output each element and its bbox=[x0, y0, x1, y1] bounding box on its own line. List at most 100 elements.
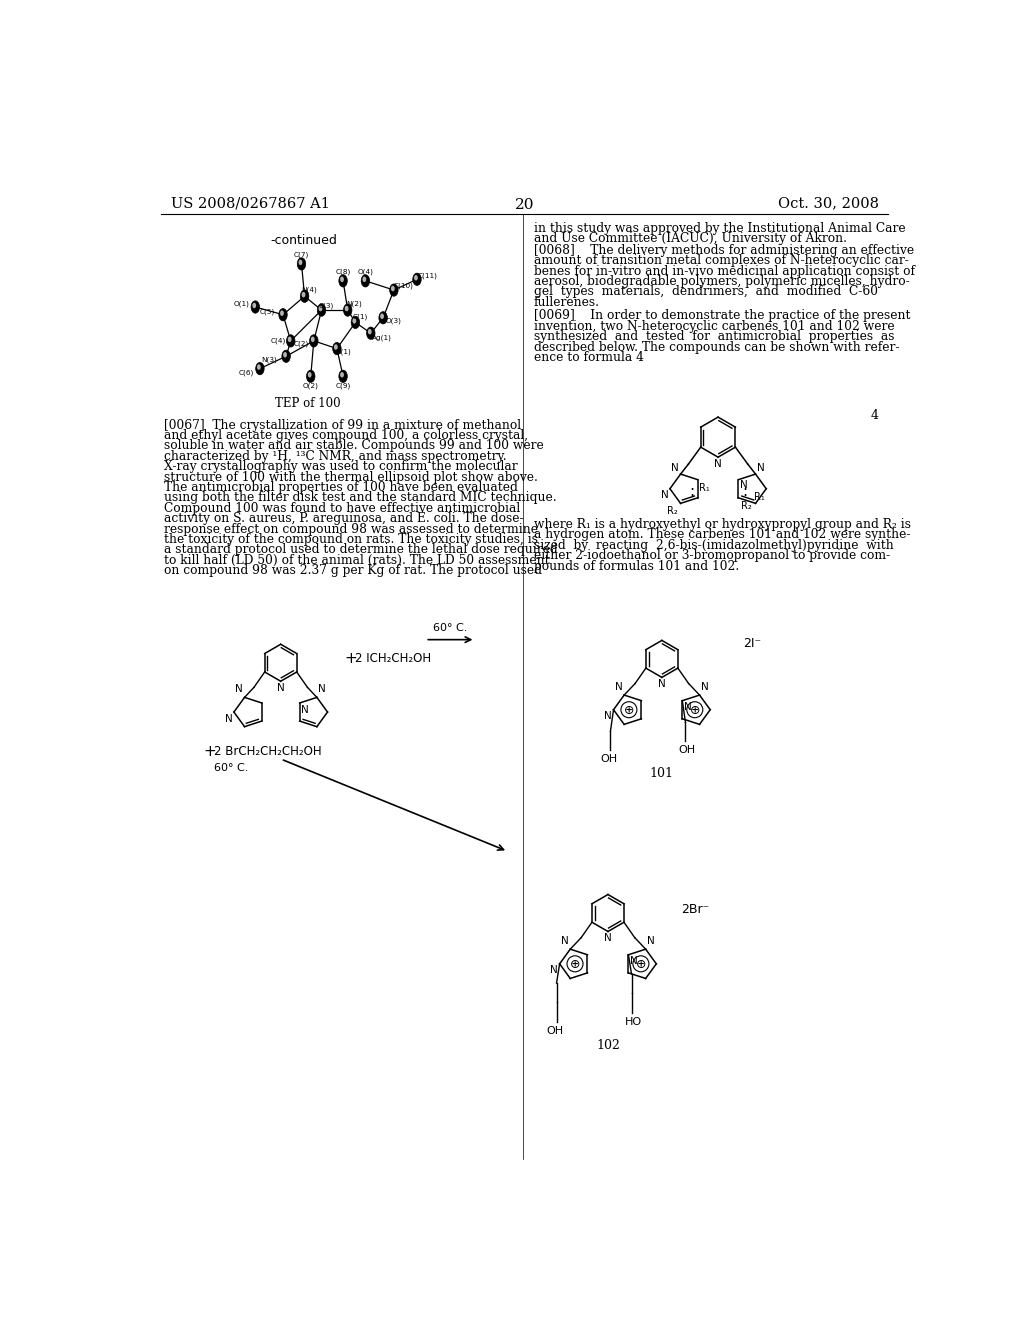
Text: gel  types  materials,  dendrimers,  and  modified  C-60: gel types materials, dendrimers, and mod… bbox=[535, 285, 878, 298]
Text: C(8): C(8) bbox=[336, 268, 350, 275]
Ellipse shape bbox=[339, 275, 347, 286]
Text: +: + bbox=[344, 651, 357, 667]
Ellipse shape bbox=[282, 350, 291, 363]
Ellipse shape bbox=[279, 309, 288, 321]
Text: N: N bbox=[614, 682, 623, 692]
Text: using both the filter disk test and the standard MIC technique.: using both the filter disk test and the … bbox=[165, 491, 557, 504]
Text: C(2): C(2) bbox=[294, 341, 309, 347]
Text: N: N bbox=[604, 933, 611, 942]
Text: to kill half (LD 50) of the animal (rats). The LD 50 assessment: to kill half (LD 50) of the animal (rats… bbox=[165, 554, 550, 566]
Text: sized  by  reacting  2,6-bis-(imidazolmethyl)pyridine  with: sized by reacting 2,6-bis-(imidazolmethy… bbox=[535, 539, 894, 552]
Text: 4: 4 bbox=[871, 409, 879, 421]
Ellipse shape bbox=[280, 310, 284, 315]
Text: N: N bbox=[701, 682, 709, 692]
Text: N: N bbox=[658, 678, 666, 689]
Text: pounds of formulas 101 and 102.: pounds of formulas 101 and 102. bbox=[535, 560, 739, 573]
Ellipse shape bbox=[311, 337, 314, 342]
Ellipse shape bbox=[345, 306, 348, 312]
Text: :: : bbox=[742, 484, 748, 499]
Text: O(3): O(3) bbox=[386, 318, 401, 325]
Text: ⊕: ⊕ bbox=[569, 958, 581, 972]
Text: +: + bbox=[204, 743, 216, 759]
Ellipse shape bbox=[367, 327, 375, 339]
Text: Oct. 30, 2008: Oct. 30, 2008 bbox=[778, 197, 879, 210]
Text: N: N bbox=[660, 490, 669, 499]
Ellipse shape bbox=[391, 285, 394, 292]
Text: N: N bbox=[236, 684, 243, 694]
Text: HO: HO bbox=[625, 1018, 642, 1027]
Ellipse shape bbox=[413, 273, 421, 285]
Ellipse shape bbox=[299, 260, 302, 265]
Text: R₁: R₁ bbox=[754, 492, 765, 502]
Text: [0067]  The crystallization of 99 in a mixture of methanol: [0067] The crystallization of 99 in a mi… bbox=[165, 418, 521, 432]
Text: N: N bbox=[714, 459, 722, 469]
Text: N: N bbox=[740, 480, 748, 491]
Ellipse shape bbox=[306, 370, 315, 383]
Text: Compound 100 was found to have effective antimicrobial: Compound 100 was found to have effective… bbox=[165, 502, 520, 515]
Text: a standard protocol used to determine the lethal dose required: a standard protocol used to determine th… bbox=[165, 544, 558, 557]
Text: OH: OH bbox=[547, 1026, 563, 1036]
Text: N(2): N(2) bbox=[346, 301, 361, 308]
Ellipse shape bbox=[257, 364, 261, 370]
Ellipse shape bbox=[339, 370, 347, 383]
Ellipse shape bbox=[334, 345, 338, 350]
Ellipse shape bbox=[340, 372, 344, 378]
Text: C(10): C(10) bbox=[393, 282, 413, 289]
Ellipse shape bbox=[251, 301, 259, 313]
Text: benes for in-vitro and in-vivo medicinal application consist of: benes for in-vitro and in-vivo medicinal… bbox=[535, 264, 915, 277]
Ellipse shape bbox=[283, 352, 287, 358]
Text: N(1): N(1) bbox=[335, 348, 351, 355]
Ellipse shape bbox=[318, 306, 323, 312]
Ellipse shape bbox=[297, 257, 306, 271]
Ellipse shape bbox=[302, 292, 305, 297]
Text: :: : bbox=[689, 484, 694, 499]
Ellipse shape bbox=[390, 284, 398, 296]
Text: N: N bbox=[630, 956, 638, 966]
Text: activity on S. aureus, P. areguinosa, and E. coli. The dose-: activity on S. aureus, P. areguinosa, an… bbox=[165, 512, 524, 525]
Ellipse shape bbox=[340, 276, 344, 282]
Text: C(3): C(3) bbox=[318, 302, 334, 309]
Text: 101: 101 bbox=[650, 767, 674, 780]
Text: and ethyl acetate gives compound 100, a colorless crystal,: and ethyl acetate gives compound 100, a … bbox=[165, 429, 528, 442]
Ellipse shape bbox=[288, 337, 292, 342]
Ellipse shape bbox=[352, 318, 356, 323]
Text: ⊕: ⊕ bbox=[689, 704, 700, 717]
Text: and Use Committee (IACUC), University of Akron.: and Use Committee (IACUC), University of… bbox=[535, 232, 847, 246]
Text: on compound 98 was 2.37 g per Kg of rat. The protocol used: on compound 98 was 2.37 g per Kg of rat.… bbox=[165, 564, 543, 577]
Text: N: N bbox=[604, 711, 612, 721]
Text: N: N bbox=[684, 702, 691, 713]
Text: OH: OH bbox=[679, 746, 695, 755]
Text: N: N bbox=[672, 462, 679, 473]
Text: ence to formula 4: ence to formula 4 bbox=[535, 351, 644, 364]
Ellipse shape bbox=[256, 363, 264, 375]
Text: either 2-iodoethanol or 3-bromopropanol to provide com-: either 2-iodoethanol or 3-bromopropanol … bbox=[535, 549, 890, 562]
Text: X-ray crystallography was used to confirm the molecular: X-ray crystallography was used to confir… bbox=[165, 461, 518, 474]
Text: N: N bbox=[224, 714, 232, 723]
Text: C(5): C(5) bbox=[260, 309, 275, 315]
Ellipse shape bbox=[362, 276, 367, 282]
Text: 102: 102 bbox=[596, 1039, 620, 1052]
Text: C(11): C(11) bbox=[418, 273, 437, 280]
Text: C(1): C(1) bbox=[352, 313, 368, 319]
Ellipse shape bbox=[361, 275, 370, 286]
Text: N: N bbox=[757, 462, 765, 473]
Text: 2 BrCH₂CH₂CH₂OH: 2 BrCH₂CH₂CH₂OH bbox=[214, 744, 323, 758]
Text: ⊕: ⊕ bbox=[636, 958, 646, 972]
Text: O(2): O(2) bbox=[303, 383, 318, 389]
Text: C(6): C(6) bbox=[239, 370, 254, 376]
Text: TEP of 100: TEP of 100 bbox=[274, 397, 340, 411]
Text: R₂: R₂ bbox=[667, 507, 678, 516]
Ellipse shape bbox=[343, 304, 352, 317]
Text: ⊕: ⊕ bbox=[624, 704, 634, 717]
Text: synthesized  and  tested  for  antimicrobial  properties  as: synthesized and tested for antimicrobial… bbox=[535, 330, 895, 343]
Text: N: N bbox=[561, 936, 568, 946]
Text: [0068]    The delivery methods for administering an effective: [0068] The delivery methods for administ… bbox=[535, 244, 914, 257]
Text: The antimicrobial properties of 100 have been evaluated: The antimicrobial properties of 100 have… bbox=[165, 480, 518, 494]
Text: characterized by ¹H, ¹³C NMR, and mass spectrometry.: characterized by ¹H, ¹³C NMR, and mass s… bbox=[165, 450, 507, 463]
Text: amount of transition metal complexes of N-heterocyclic car-: amount of transition metal complexes of … bbox=[535, 255, 909, 267]
Text: invention, two N-heterocyclic carbenes 101 and 102 were: invention, two N-heterocyclic carbenes 1… bbox=[535, 319, 895, 333]
Text: N: N bbox=[647, 936, 655, 946]
Ellipse shape bbox=[414, 275, 418, 281]
Ellipse shape bbox=[380, 313, 384, 319]
Text: O(1): O(1) bbox=[233, 301, 250, 308]
